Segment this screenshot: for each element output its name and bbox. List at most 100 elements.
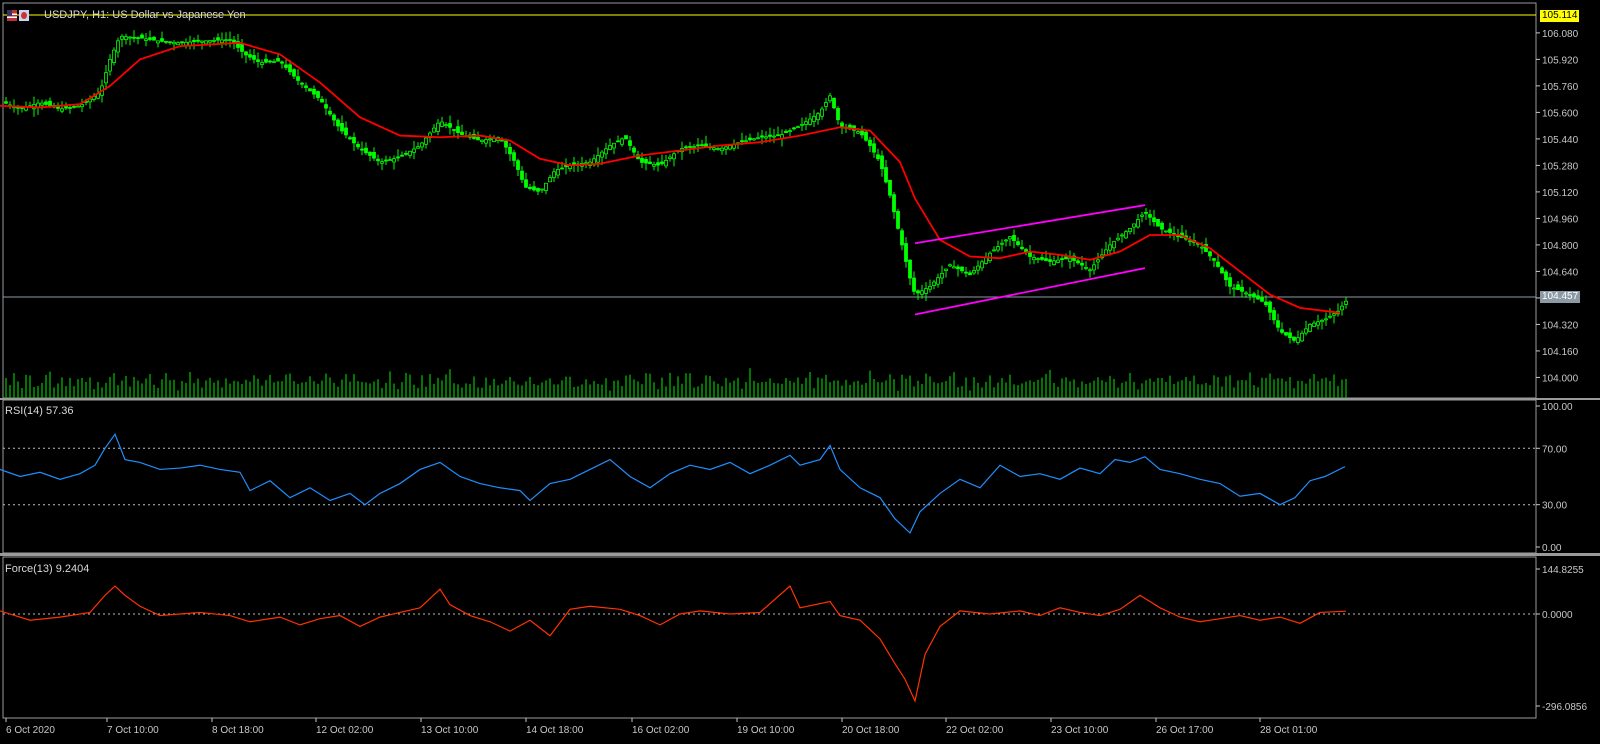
y-tick-label: 105.760 [1542, 82, 1579, 93]
candle-body [872, 143, 876, 153]
candle-body [212, 39, 216, 42]
candle-body [200, 40, 204, 43]
candle-body [980, 261, 984, 269]
candle-body [384, 159, 388, 162]
candle-body [920, 290, 924, 295]
x-tick-label: 20 Oct 18:00 [842, 725, 900, 736]
candle-body [1168, 228, 1172, 233]
candle-body [684, 146, 688, 149]
x-tick-label: 16 Oct 02:00 [632, 725, 690, 736]
candle-body [296, 76, 300, 81]
candle-body [796, 126, 800, 129]
candle-body [712, 147, 716, 150]
candle-body [1304, 328, 1308, 334]
candle-body [488, 138, 492, 141]
candle-body [1268, 301, 1272, 313]
candle-body [1248, 294, 1252, 296]
candle-body [1016, 241, 1020, 245]
candle-body [48, 100, 52, 107]
candle-body [508, 147, 512, 155]
candle-body [280, 61, 284, 64]
candle-body [420, 142, 424, 148]
candle-body [440, 121, 444, 127]
candle-body [1292, 336, 1296, 341]
candle-body [776, 134, 780, 137]
candle-body [160, 38, 164, 42]
candle-body [972, 270, 976, 274]
y-tick-label: 104.320 [1542, 320, 1579, 331]
candle-body [208, 40, 212, 43]
rsi-line [0, 432, 1346, 534]
x-tick-label: 19 Oct 10:00 [737, 725, 795, 736]
candle-body [400, 154, 404, 157]
candle-body [1164, 230, 1168, 233]
japan-flag-icon [19, 10, 29, 21]
candle-body [1252, 293, 1256, 298]
candle-body [800, 123, 804, 126]
candle-body [640, 157, 644, 163]
candle-body [1316, 321, 1320, 326]
candle-body [364, 147, 368, 154]
candle-body [1092, 264, 1096, 271]
candle-body [352, 137, 356, 144]
candle-body [476, 136, 480, 141]
candle-body [444, 124, 448, 127]
candle-body [424, 137, 428, 145]
candle-body [1132, 223, 1136, 228]
candle-body [1340, 305, 1344, 311]
candle-body [112, 49, 116, 63]
candle-body [1284, 332, 1288, 336]
y-tick-label: 106.080 [1542, 29, 1579, 40]
candle-body [324, 104, 328, 109]
candle-body [924, 288, 928, 294]
channel-line [914, 204, 1146, 245]
candle-body [1120, 234, 1124, 237]
candle-body [700, 144, 704, 147]
candle-body [804, 121, 808, 125]
candle-body [104, 72, 108, 84]
candle-body [864, 131, 868, 141]
candle-body [1232, 287, 1236, 290]
candle-body [832, 97, 836, 109]
candle-body [900, 230, 904, 246]
candle-body [1272, 310, 1276, 321]
candle-body [68, 107, 72, 109]
candle-body [164, 40, 168, 43]
candle-body [276, 58, 280, 62]
candle-body [432, 127, 436, 133]
candle-body [688, 146, 692, 148]
candle-body [884, 167, 888, 183]
candle-body [544, 182, 548, 191]
candle-body [256, 59, 260, 62]
candle-body [484, 139, 488, 144]
candle-body [120, 35, 124, 40]
candle-body [168, 41, 172, 44]
candle-body [1104, 249, 1108, 256]
candle-body [1032, 257, 1036, 261]
candle-body [1344, 300, 1348, 305]
candle-body [756, 137, 760, 140]
candle-body [1112, 241, 1116, 249]
candle-body [60, 108, 64, 112]
candle-body [360, 148, 364, 151]
candle-body [1224, 271, 1228, 281]
candle-body [1200, 246, 1204, 249]
candle-body [336, 119, 340, 127]
candle-body [984, 257, 988, 264]
candle-body [1028, 252, 1032, 257]
candle-body [396, 156, 400, 159]
x-tick-label: 28 Oct 01:00 [1260, 725, 1318, 736]
candle-body [344, 127, 348, 136]
candle-body [772, 135, 776, 138]
candle-body [632, 147, 636, 153]
candle-body [224, 39, 228, 42]
candle-body [1044, 258, 1048, 261]
candle-body [116, 40, 120, 53]
candle-body [1220, 267, 1224, 274]
candle-body [1036, 258, 1040, 260]
candle-body [748, 137, 752, 141]
candle-body [192, 40, 196, 43]
candle-body [176, 42, 180, 46]
y-tick-label: 104.640 [1542, 267, 1579, 278]
